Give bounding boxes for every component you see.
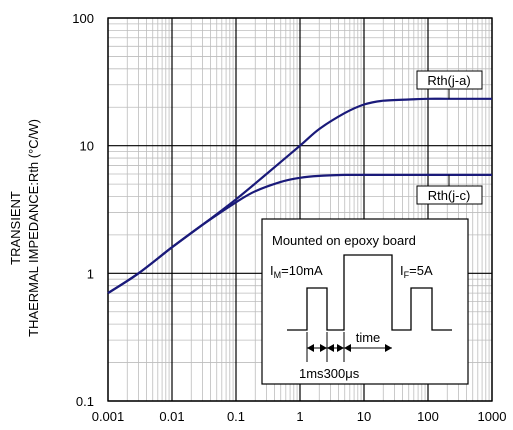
y-tick-label: 10	[80, 139, 94, 154]
y-tick-label: 1	[87, 266, 94, 281]
series-group	[107, 89, 492, 295]
x-tick-label: 0.01	[159, 409, 184, 424]
inset-panel: Mounted on epoxy board IM=10mA IF=5A tim…	[261, 218, 469, 385]
inset-arrow-300us-left	[327, 344, 334, 352]
tick-labels: 0.001 0.01 0.1 1 10 100 1000 0.1 1 10 100	[72, 11, 506, 424]
x-tick-label: 0.001	[92, 409, 125, 424]
plot-frame	[107, 17, 493, 402]
inset-if-label: IF=5A	[400, 263, 433, 280]
x-tick-label: 0.1	[227, 409, 245, 424]
inset-arrow-1ms-left	[307, 344, 314, 352]
legend-rth-jc-label: Rth(j-c)	[428, 188, 471, 203]
inset-box	[261, 218, 469, 385]
x-tick-label: 100	[417, 409, 439, 424]
inset-title: Mounted on epoxy board	[272, 233, 416, 248]
inset-im-label: IM=10mA	[270, 263, 323, 280]
legend-rth-ja-label: Rth(j-a)	[427, 73, 470, 88]
inset-arrow-time-right	[385, 344, 392, 352]
inset-time-label: time	[356, 330, 381, 345]
inset-arrow-time-left	[344, 344, 351, 352]
legend-rth-jc-box	[416, 185, 483, 205]
x-tick-label: 10	[357, 409, 371, 424]
legend-rth-ja-box	[416, 70, 483, 90]
y-axis-label-line2: THAERMAL IMPEDANCE:Rth (°C/W)	[26, 119, 41, 337]
series-line-rth-jc	[107, 173, 492, 295]
y-axis-label-line1: TRANSIENT	[8, 191, 23, 265]
inset-arrow-300us-right	[337, 344, 344, 352]
y-tick-label: 100	[72, 11, 94, 26]
y-tick-label: 0.1	[76, 394, 94, 409]
inset-arrow-1ms-right	[320, 344, 327, 352]
x-tick-label: 1000	[478, 409, 507, 424]
inset-pulse-waveform	[287, 254, 452, 331]
legend-rth-ja: Rth(j-a)	[416, 70, 483, 90]
legend-rth-jc: Rth(j-c)	[416, 185, 483, 205]
inset-width-label: 1ms300μs	[299, 366, 360, 381]
x-tick-label: 1	[296, 409, 303, 424]
